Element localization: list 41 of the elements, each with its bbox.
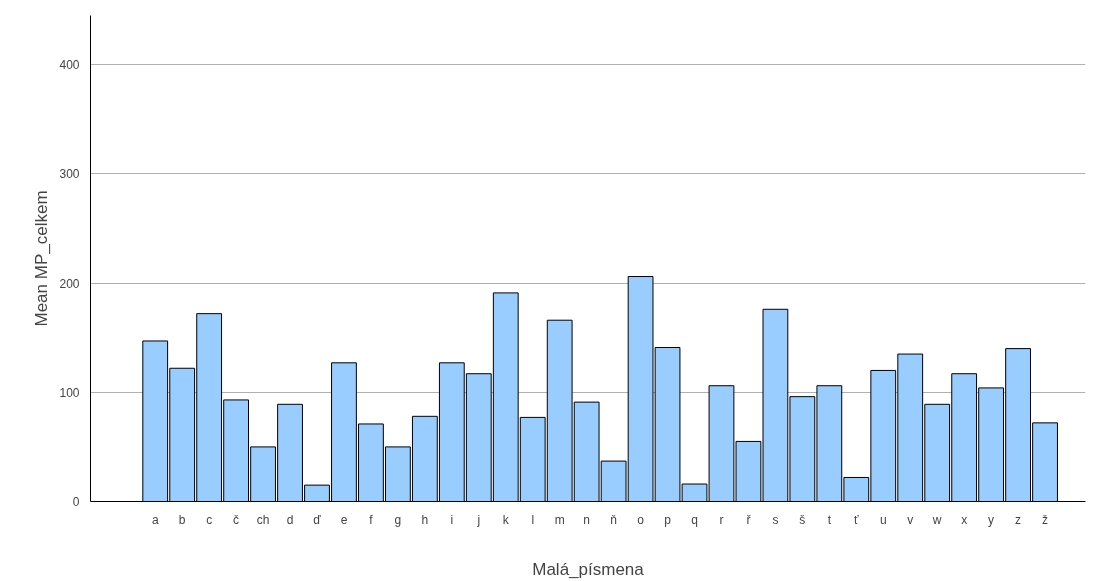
x-tick-label: š: [799, 512, 806, 527]
x-tick-label: h: [421, 512, 429, 527]
x-tick-label: j: [476, 512, 481, 527]
x-tick-label: ch: [256, 512, 270, 527]
x-tick-label: m: [554, 512, 565, 527]
x-tick-label: l: [531, 512, 535, 527]
x-tick-label: v: [907, 512, 914, 527]
x-tick-label: x: [961, 512, 968, 527]
y-tick-label: 400: [59, 58, 80, 73]
x-tick-label: y: [988, 512, 995, 527]
x-tick-label: a: [151, 512, 159, 527]
x-tick-label: w: [931, 512, 942, 527]
x-tick-label: n: [583, 512, 590, 527]
x-tick-label: o: [637, 512, 645, 527]
y-tick-label: 200: [59, 276, 80, 291]
x-tick-label: ž: [1042, 512, 1049, 527]
x-tick-label: q: [691, 512, 698, 527]
y-tick-label: 100: [59, 385, 80, 400]
x-tick-label: f: [369, 512, 374, 527]
x-tick-label: k: [502, 512, 510, 527]
x-tick-label: i: [450, 512, 454, 527]
x-tick-label: p: [664, 512, 672, 527]
y-axis-title: Mean MP_celkem: [32, 190, 52, 327]
x-tick-label: č: [233, 512, 240, 527]
x-tick-label: t: [827, 512, 832, 527]
x-tick-label: e: [340, 512, 348, 527]
x-tick-label: ň: [610, 512, 617, 527]
x-axis-title: Malá_písmena: [532, 559, 645, 579]
y-tick-label: 300: [59, 167, 80, 182]
x-tick-label: d: [286, 512, 294, 527]
x-tick-label: r: [719, 512, 724, 527]
x-tick-label: u: [879, 512, 887, 527]
x-tick-label: s: [772, 512, 779, 527]
x-tick-label: ť: [854, 512, 860, 527]
x-tick-label: ď: [313, 512, 322, 527]
x-tick-label: z: [1015, 512, 1022, 527]
x-tick-label: ř: [746, 512, 752, 527]
y-tick-label: 0: [72, 495, 80, 509]
x-tick-label: g: [394, 512, 402, 527]
x-tick-label: b: [178, 512, 186, 527]
x-tick-label: c: [206, 512, 213, 527]
